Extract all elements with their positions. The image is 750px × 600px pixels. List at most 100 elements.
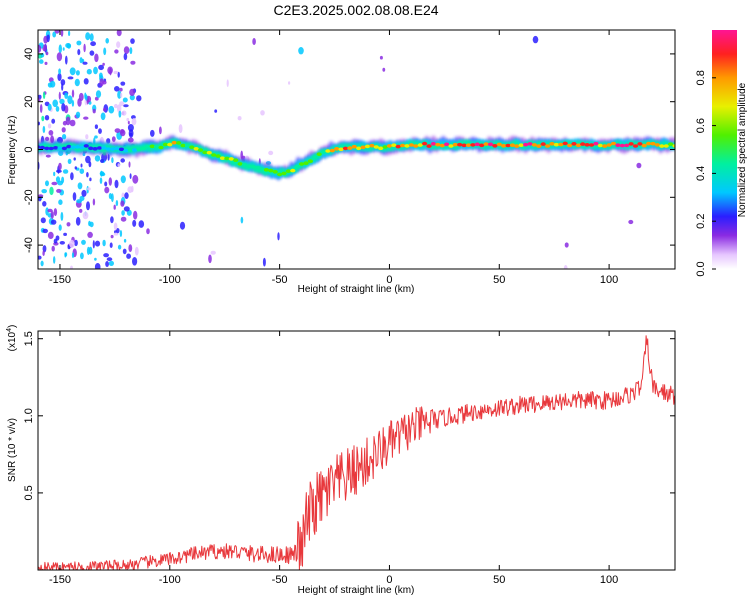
x-tick-label: -150 [49,574,71,586]
ridge-core [48,146,54,151]
noise-blob [117,104,122,113]
colorbar-tick-label: 0.6 [695,118,707,133]
ridge-core [219,156,226,160]
noise-blob [98,128,102,134]
noise-blob [92,108,96,114]
ridge-core [373,145,379,149]
noise-blob [40,260,44,267]
noise-blob [42,228,48,234]
ridge-core [228,157,234,161]
noise-blob [127,137,134,143]
noise-blob [117,90,122,99]
noise-blob [86,68,92,75]
noise-blob [115,200,119,207]
noise-blob [49,80,56,88]
noise-blob [52,31,57,38]
ridge-core [496,142,502,147]
noise-blob [100,170,103,177]
noise-blob [121,210,125,216]
noise-blob [628,219,634,225]
snr-panel: -150 -100 -50 0 50 100 0.5 1.0 1.5 Height of str… [6,325,676,596]
noise-blob [92,240,95,249]
noise-blob [113,222,118,231]
ridge-core [444,142,450,147]
noise-blob [119,230,123,237]
noise-blob [123,238,127,243]
noise-blob [67,158,72,164]
noise-blob [83,78,89,85]
ridge-core [650,141,656,146]
noise-blob [116,30,122,37]
noise-blob [58,162,62,171]
noise-blob [52,99,58,108]
ridge-core [268,168,274,173]
x-tick-label: 100 [600,574,618,586]
ridge-core [584,143,590,147]
noise-blob [65,43,71,48]
noise-blob [79,195,85,201]
noise-blob [124,192,129,200]
noise-blob [95,90,102,98]
snr-axes: -150 -100 -50 0 50 100 0.5 1.0 1.5 [23,331,675,586]
ridge-core [632,144,639,148]
noise-blob [268,150,274,156]
noise-blob [288,81,291,85]
noise-blob [89,33,94,42]
spectrogram-frame [37,29,676,270]
ridge-core [154,144,160,149]
ridge-core [606,143,612,147]
noise-blob [94,53,99,63]
noise-blob [66,222,71,227]
y-tick-label: 1.5 [23,331,35,346]
noise-blob [120,158,125,163]
ridge-core [127,148,133,152]
noise-blob [79,168,85,174]
ridge-core [531,143,538,147]
noise-blob [79,57,83,64]
snr-scale-close: ) [7,325,18,328]
noise-blob [81,189,87,197]
ridge-core [615,143,621,147]
ridge-core [88,146,94,151]
noise-blob [210,250,216,255]
ridge-core [114,146,120,151]
noise-blob [159,126,162,135]
noise-blob [69,67,76,76]
noise-blob [379,55,383,60]
colorbar-tick-label: 0.8 [695,70,707,85]
ridge-core [162,142,168,147]
ridge-core [536,144,542,148]
noise-blob [48,130,54,136]
noise-blob [58,68,61,75]
noise-blob [82,152,86,156]
noise-blob [128,161,131,168]
ridge-core [602,144,608,148]
noise-blob [100,158,105,163]
noise-blob [109,242,113,248]
ridge-core [487,142,494,147]
noise-blob [42,250,45,256]
noise-blob [129,173,132,180]
y-tick-label: 0.5 [23,485,35,500]
noise-blob [120,200,125,207]
noise-blob [45,180,49,187]
ridge-core [61,146,67,151]
snr-scale-label: (x104) [6,325,18,352]
noise-blob [87,231,93,238]
noise-blob [60,30,64,37]
ridge-core [285,169,291,173]
x-tick-label: 100 [600,274,618,286]
ridge-core [641,143,647,148]
ridge-core [272,170,278,174]
ridge-core [672,144,675,148]
ridge-core [505,143,511,148]
ridge-core [241,162,248,167]
noise-blob [132,257,138,266]
x-tick-label: -150 [49,274,71,286]
ridge-core [334,147,340,151]
snr-line [38,335,675,570]
noise-blob [55,106,60,112]
ridge-core [628,142,634,146]
colorbar-gradient [712,30,737,269]
ridge-core [593,141,599,146]
